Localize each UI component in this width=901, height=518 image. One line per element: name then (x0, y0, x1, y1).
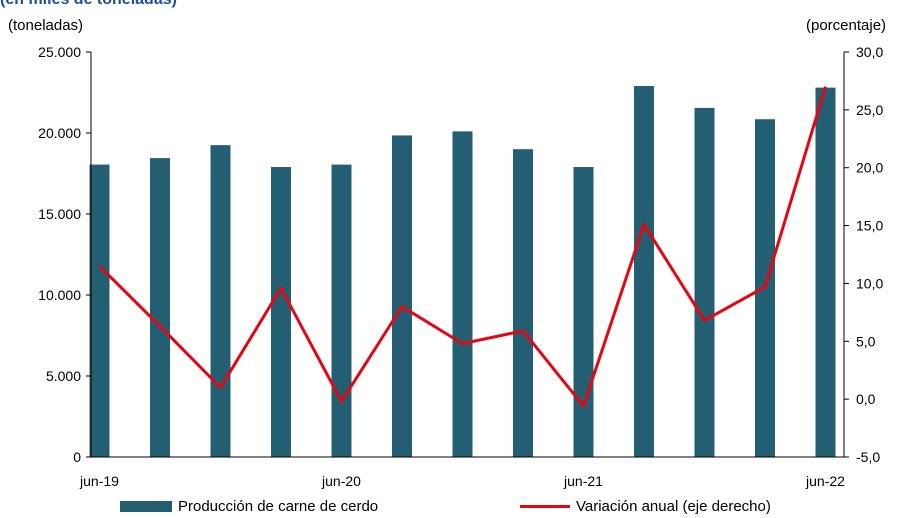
x-tick-label: jun-22 (805, 473, 845, 489)
left-tick-label: 25.000 (38, 44, 81, 60)
right-tick-label: 25,0 (856, 102, 883, 118)
legend-line-label: Variación anual (eje derecho) (576, 498, 771, 515)
x-tick-label: jun-20 (321, 473, 361, 489)
legend-bar-swatch (120, 501, 172, 512)
left-tick-label: 10.000 (38, 287, 81, 303)
bar (634, 86, 654, 458)
x-tick-label: jun-21 (563, 473, 603, 489)
bar (513, 149, 533, 457)
bar (694, 107, 715, 457)
left-tick-label: 15.000 (38, 206, 81, 222)
bar (815, 87, 836, 457)
right-axis-unit: (porcentaje) (806, 17, 887, 34)
legend-bar-series: Producción de carne de cerdo (120, 498, 378, 515)
legend-line-series: Variación anual (eje derecho) (520, 498, 771, 515)
right-tick-label: 5,0 (856, 333, 876, 349)
x-tick-label: jun-19 (79, 473, 119, 489)
legend-bar-label: Producción de carne de cerdo (178, 498, 379, 515)
bar (89, 164, 110, 457)
right-tick-label: 20,0 (856, 160, 883, 176)
right-tick-label: 15,0 (856, 218, 883, 234)
bar (573, 167, 594, 457)
right-tick-label: 0,0 (856, 391, 876, 407)
bar (150, 158, 170, 458)
right-tick-label: 10,0 (856, 275, 883, 291)
bar (452, 131, 473, 457)
bar (271, 167, 291, 457)
left-axis-unit: (toneladas) (8, 17, 84, 34)
left-tick-label: 20.000 (38, 125, 81, 141)
bar (210, 145, 231, 457)
left-tick-label: 0 (73, 449, 81, 465)
right-tick-label: -5,0 (856, 449, 880, 465)
bar (392, 135, 412, 457)
left-tick-label: 5.000 (46, 368, 81, 384)
right-tick-label: 30,0 (856, 44, 883, 60)
clipped-title: (en miles de toneladas) (0, 0, 177, 9)
bar (331, 164, 352, 457)
legend-line-swatch (520, 505, 570, 508)
